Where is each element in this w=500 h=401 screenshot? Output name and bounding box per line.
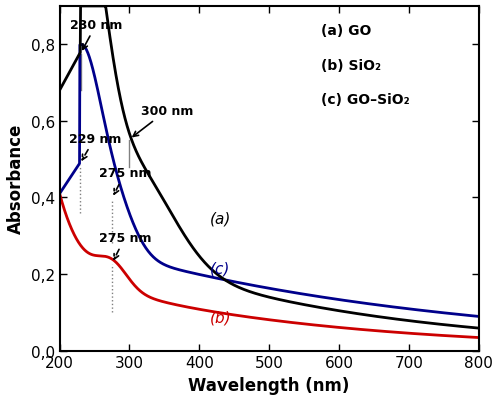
Text: 229 nm: 229 nm (68, 132, 121, 160)
Text: (c) GO–SiO₂: (c) GO–SiO₂ (322, 93, 410, 107)
X-axis label: Wavelength (nm): Wavelength (nm) (188, 376, 350, 394)
Text: (a): (a) (210, 211, 231, 226)
Text: 275 nm: 275 nm (98, 167, 151, 194)
Text: 230 nm: 230 nm (70, 19, 122, 50)
Text: 275 nm: 275 nm (98, 231, 151, 259)
Text: (c): (c) (210, 261, 230, 275)
Text: 300 nm: 300 nm (133, 105, 193, 137)
Y-axis label: Absorbance: Absorbance (7, 124, 25, 234)
Text: (a) GO: (a) GO (322, 24, 372, 38)
Text: (b): (b) (210, 310, 232, 325)
Text: (b) SiO₂: (b) SiO₂ (322, 59, 382, 73)
